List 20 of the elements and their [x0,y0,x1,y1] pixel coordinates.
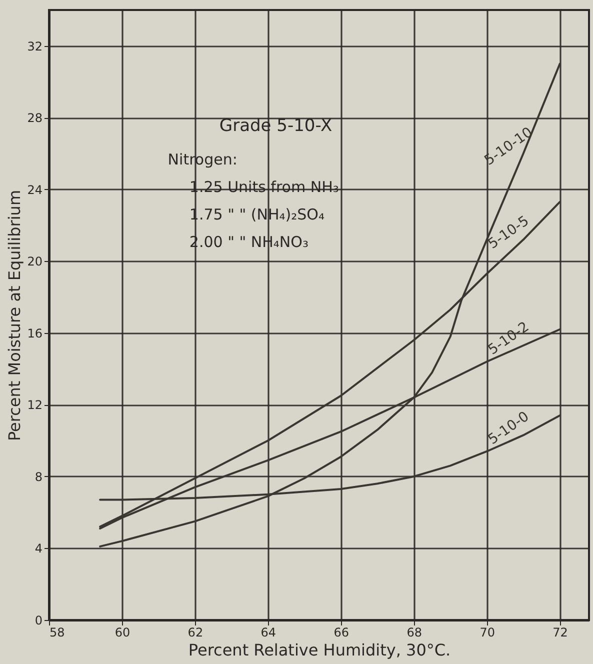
x-tick-label: 70 [480,626,495,640]
y-tick-label: 0 [34,614,42,628]
y-tick-label: 20 [27,254,42,269]
x-tick-label: 72 [552,626,568,640]
line-series [99,62,561,548]
x-tick-label: 60 [114,626,130,640]
y-axis-title: Percent Moisture at Equilibrium [5,190,24,442]
y-tick-label: 24 [27,182,42,197]
y-tick-label: 12 [27,398,42,412]
x-tick-label: 62 [188,626,204,640]
x-tick-label: 64 [260,626,276,640]
x-tick-label: 68 [406,626,422,640]
y-tick-label: 28 [27,111,42,126]
y-tick-label: 32 [27,39,42,54]
x-tick-label: 66 [334,626,350,640]
y-tick-label: 4 [34,542,42,556]
x-axis-title: Percent Relative Humidity, 30°C. [188,640,451,660]
x-tick-label: 58 [50,626,65,640]
y-tick-label: 16 [27,326,42,340]
y-tick-label: 8 [34,470,42,484]
